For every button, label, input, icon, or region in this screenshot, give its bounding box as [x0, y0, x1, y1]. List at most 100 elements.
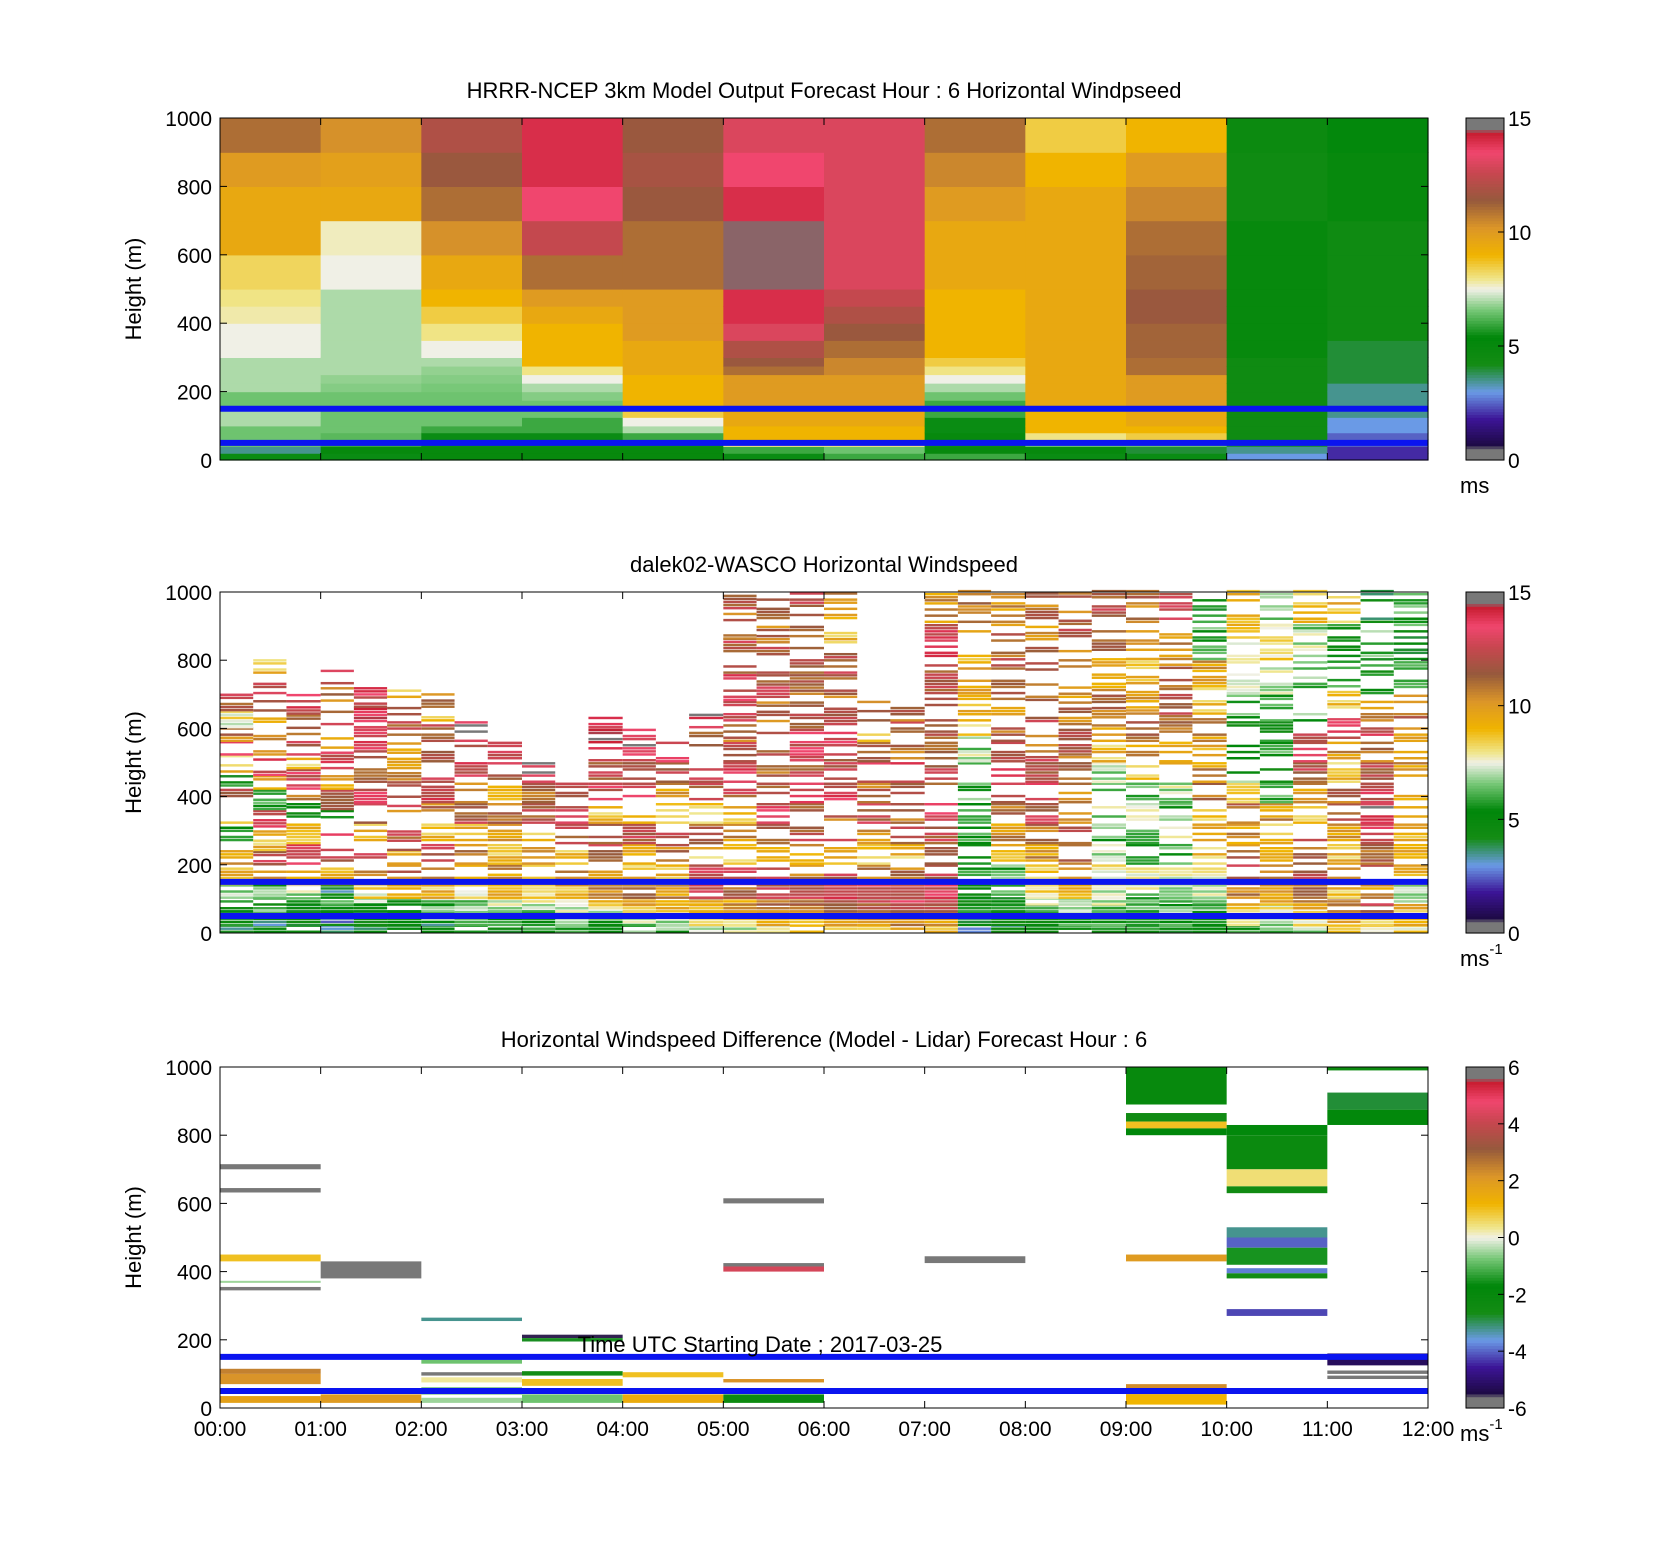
lidar-cell: [1159, 843, 1193, 847]
colorbar-segment: [1466, 597, 1504, 602]
lidar-cell: [1159, 818, 1193, 821]
heatmap-cell: [1226, 357, 1328, 367]
lidar-cell: [890, 890, 925, 893]
colorbar-segment: [1466, 1084, 1504, 1088]
lidar-cell: [220, 770, 254, 773]
lidar-cell: [1192, 687, 1227, 691]
lidar-cell: [1360, 893, 1394, 896]
colorbar-segment: [1466, 790, 1504, 795]
heatmap-cell: [220, 383, 322, 393]
lidar-cell: [1393, 867, 1428, 870]
lidar-cell: [1058, 695, 1092, 699]
lidar-cell: [824, 782, 858, 786]
lidar-cell: [789, 683, 824, 686]
lidar-cell: [220, 733, 254, 736]
lidar-cell: [286, 726, 321, 730]
lidar-cell: [1226, 623, 1260, 627]
lidar-cell: [1360, 730, 1394, 733]
lidar-cell: [1058, 791, 1092, 795]
lidar-cell: [1226, 771, 1260, 774]
lidar-cell: [622, 843, 656, 847]
lidar-cell: [1393, 765, 1428, 768]
lidar-cell: [824, 785, 858, 789]
lidar-cell: [789, 747, 824, 750]
lidar-cell: [924, 741, 958, 745]
colorbar-segment: [1466, 1308, 1504, 1312]
lidar-cell: [1192, 648, 1227, 651]
lidar-cell: [890, 876, 925, 880]
lidar-cell: [1226, 750, 1260, 754]
chart-title: HRRR-NCEP 3km Model Output Forecast Hour…: [467, 78, 1182, 103]
lidar-cell: [1025, 734, 1059, 738]
x-axis-label: Time UTC Starting Date ; 2017-03-25: [578, 1332, 943, 1357]
lidar-cell: [320, 699, 354, 702]
lidar-cell: [1293, 589, 1328, 593]
lidar-cell: [723, 907, 757, 910]
lidar-cell: [655, 815, 690, 818]
lidar-cell: [723, 606, 757, 610]
heatmap-cell: [723, 340, 825, 358]
lidar-cell: [1091, 853, 1126, 856]
lidar-cell: [220, 727, 254, 730]
lidar-cell: [924, 630, 958, 633]
lidar-cell: [857, 815, 891, 818]
lidar-cell: [353, 740, 388, 744]
heatmap-cell: [320, 306, 422, 324]
lidar-cell: [1360, 859, 1394, 862]
lidar-cell: [789, 625, 824, 629]
lidar-cell: [555, 910, 589, 913]
colorbar-segment: [1466, 1282, 1504, 1287]
lidar-cell: [1025, 698, 1059, 702]
heatmap-cell: [1025, 365, 1127, 376]
lidar-cell: [220, 754, 254, 758]
lidar-cell: [555, 903, 589, 907]
lidar-cell: [1293, 645, 1328, 648]
colorbar-segment: [1466, 403, 1504, 407]
difference-band: [622, 1372, 724, 1378]
lidar-cell: [1192, 675, 1227, 679]
lidar-cell: [421, 896, 455, 899]
lidar-cell: [1159, 744, 1193, 748]
lidar-cell: [890, 803, 925, 806]
colorbar-segment: [1466, 1155, 1504, 1159]
lidar-cell: [723, 876, 757, 880]
lidar-cell: [454, 896, 488, 899]
lidar-cell: [1327, 693, 1361, 697]
lidar-cell: [353, 907, 388, 910]
lidar-cell: [1058, 900, 1092, 903]
lidar-cell: [1293, 741, 1328, 745]
heatmap-cell: [1025, 383, 1127, 393]
lidar-cell: [1058, 890, 1092, 893]
lidar-cell: [1058, 731, 1092, 735]
lidar-cell: [253, 770, 287, 774]
colorbar-tick-label: 0: [1508, 450, 1520, 473]
lidar-cell: [1058, 923, 1092, 927]
lidar-cell: [1360, 599, 1394, 602]
lidar-cell: [689, 920, 724, 924]
lidar-cell: [555, 884, 589, 887]
lidar-cell: [421, 832, 455, 836]
lidar-cell: [220, 826, 254, 829]
lidar-cell: [1025, 683, 1059, 686]
lidar-cell: [622, 910, 656, 913]
lidar-cell: [756, 692, 790, 695]
lidar-cell: [756, 896, 790, 899]
lidar-cell: [991, 741, 1026, 745]
lidar-cell: [1293, 797, 1328, 801]
lidar-cell: [1025, 755, 1059, 759]
colorbar-segment: [1466, 830, 1504, 835]
lidar-cell: [1058, 910, 1092, 913]
lidar-cell: [1159, 724, 1193, 727]
lidar-cell: [924, 756, 958, 760]
lidar-cell: [1393, 838, 1428, 842]
lidar-cell: [789, 680, 824, 683]
lidar-cell: [991, 706, 1026, 710]
lidar-cell: [789, 782, 824, 786]
lidar-cell: [991, 760, 1026, 763]
difference-band: [421, 1397, 522, 1403]
colorbar-segment: [1466, 1183, 1504, 1187]
colorbar-segment: [1466, 611, 1504, 616]
colorbar-segment: [1466, 263, 1504, 267]
lidar-cell: [1058, 750, 1092, 753]
colorbar-segment: [1466, 1311, 1504, 1315]
